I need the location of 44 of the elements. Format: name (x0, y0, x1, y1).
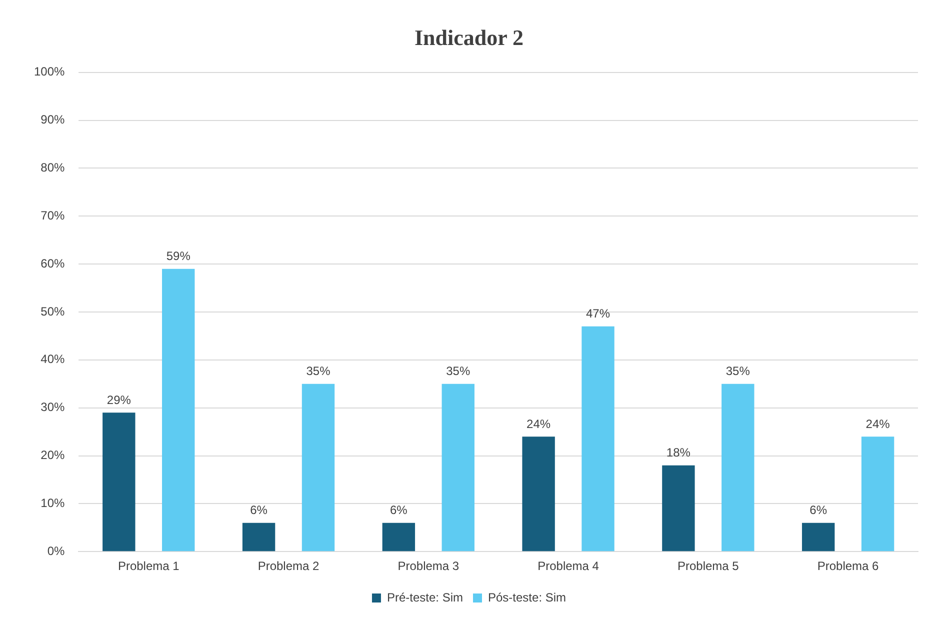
y-tick-label: 20% (40, 448, 66, 462)
legend-label: Pré-teste: Sim (386, 590, 464, 604)
data-label: 24% (526, 416, 551, 431)
y-tick-label: 80% (40, 160, 66, 175)
data-label: 6% (390, 503, 408, 518)
data-label: 35% (306, 364, 331, 378)
data-label: 29% (106, 392, 132, 407)
x-tick-label: Problema 1 (118, 559, 180, 574)
x-tick-label: Problema 5 (677, 559, 740, 574)
bar (302, 384, 335, 552)
data-label: 24% (866, 416, 890, 431)
bar (242, 522, 276, 552)
data-label: 35% (446, 364, 470, 378)
bar (722, 384, 754, 552)
data-label: 6% (250, 503, 268, 518)
y-tick-label: 70% (40, 208, 66, 222)
x-tick-label: Problema 3 (398, 559, 460, 574)
y-tick-label: 30% (40, 400, 66, 414)
y-tick-label: 90% (40, 112, 66, 127)
chart-title: Indicador 2 (414, 24, 524, 50)
bar (802, 522, 835, 552)
bar (162, 268, 195, 552)
bar (382, 522, 416, 552)
bar (582, 326, 614, 552)
y-tick-label: 60% (40, 256, 66, 270)
legend-label: Pós-teste: Sim (488, 590, 566, 604)
y-tick-label: 100% (34, 64, 66, 79)
y-tick-label: 0% (47, 544, 66, 558)
bar (102, 412, 136, 552)
bar (522, 436, 555, 552)
x-tick-label: Problema 4 (538, 559, 600, 574)
bar (442, 384, 474, 552)
data-label: 35% (726, 364, 750, 378)
x-tick-label: Problema 2 (258, 559, 320, 574)
bar (861, 436, 894, 552)
x-tick-label: Problema 6 (817, 559, 880, 574)
data-label: 18% (666, 446, 691, 460)
data-label: 47% (586, 306, 610, 321)
y-tick-label: 10% (40, 496, 66, 510)
y-tick-label: 50% (40, 304, 66, 318)
data-label: 59% (166, 249, 191, 264)
bar (662, 465, 695, 552)
y-tick-label: 40% (40, 352, 66, 366)
data-label: 6% (810, 503, 828, 518)
